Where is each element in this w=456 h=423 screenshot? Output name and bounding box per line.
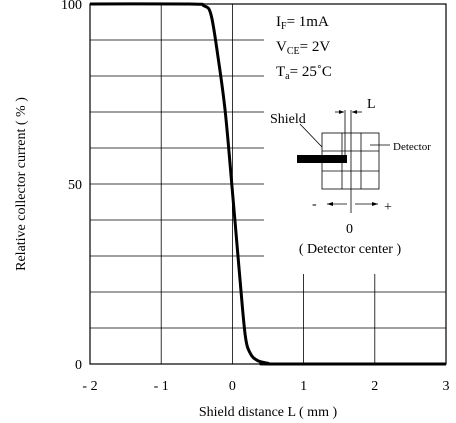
series-line xyxy=(89,2,447,366)
y-axis-label: Relative collector current ( % ) xyxy=(14,97,29,271)
x-tick-label: 0 xyxy=(229,379,236,394)
x-axis-label: Shield distance L ( mm ) xyxy=(199,405,338,420)
shield-leader-line xyxy=(299,123,323,148)
x-tick-label: 2 xyxy=(371,379,378,394)
condition-vce: VCE= 2V xyxy=(276,39,330,57)
x-tick-label: 3 xyxy=(443,379,450,394)
minus-label: - xyxy=(312,197,317,212)
shield-bar xyxy=(297,155,347,163)
x-tick-label: - 1 xyxy=(154,379,169,394)
inset-diagram: Shield Detector L - + 0 ( Detector cente… xyxy=(270,97,431,257)
minus-arrow-head xyxy=(327,202,333,206)
zero-label: 0 xyxy=(346,222,353,237)
plus-label: + xyxy=(384,200,392,215)
l-arrow-head xyxy=(339,110,344,114)
inset-panel xyxy=(264,4,446,274)
y-tick-labels: 0 50 100 xyxy=(61,0,82,373)
detector-center-label: ( Detector center ) xyxy=(299,242,402,257)
y-tick-label: 0 xyxy=(75,358,82,373)
plus-arrow-head xyxy=(372,202,378,206)
y-tick-label: 50 xyxy=(68,178,82,193)
l-label: L xyxy=(367,97,376,112)
y-tick-label: 100 xyxy=(61,0,82,13)
condition-ta: Ta= 25˚C xyxy=(276,64,332,82)
x-tick-labels: - 2 - 1 0 1 2 3 xyxy=(82,379,449,394)
x-tick-label: 1 xyxy=(300,379,307,394)
l-arrow-head xyxy=(352,110,357,114)
detector-label: Detector xyxy=(393,141,431,153)
x-tick-label: - 2 xyxy=(82,379,97,394)
condition-if: IF= 1mA xyxy=(276,14,329,32)
shield-label: Shield xyxy=(270,112,306,127)
conditions: IF= 1mA VCE= 2V Ta= 25˚C xyxy=(276,14,332,82)
